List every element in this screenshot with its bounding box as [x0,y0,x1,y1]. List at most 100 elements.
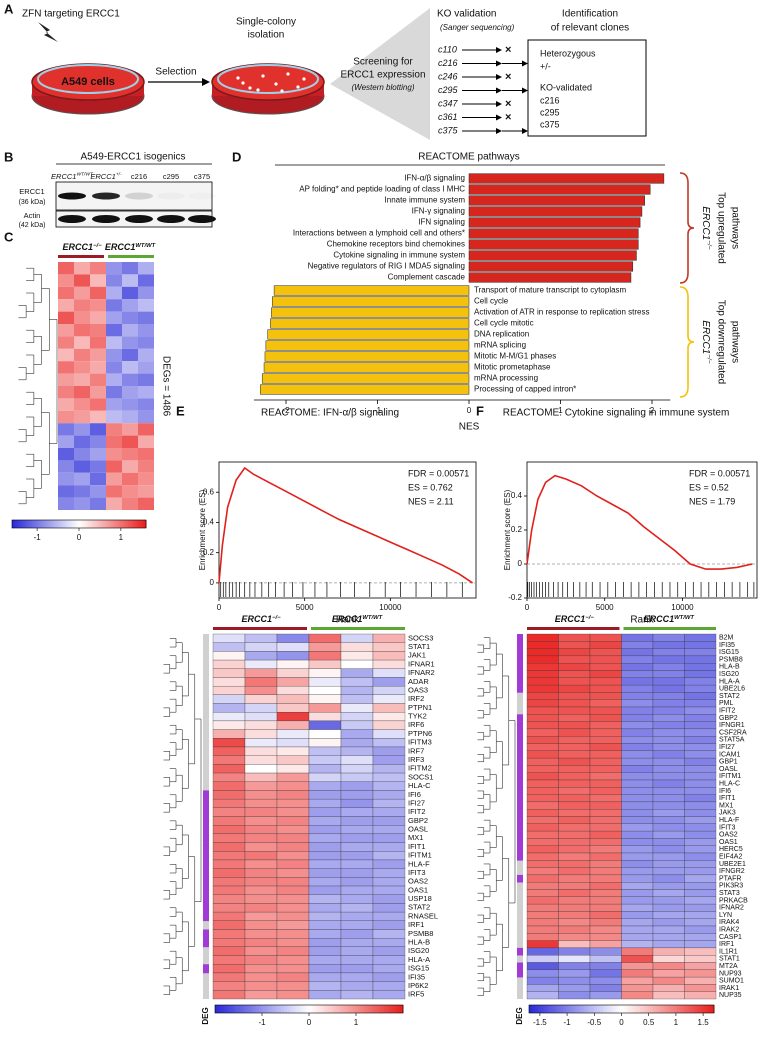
heat-cell [652,641,685,649]
label: JAK1 [408,651,426,660]
colorbar-step [23,520,26,528]
deg-mark [203,859,209,869]
deg-mark [203,790,209,800]
heat-cell [372,885,406,895]
label: IP6K2 [408,981,428,990]
label: TYK2 [408,712,427,721]
heat-cell [244,981,278,991]
colorbar-step [621,1005,626,1013]
deg-mark [203,816,209,826]
colorbar-step [25,520,29,528]
heat-cell [589,677,622,686]
heat-cell [212,955,246,965]
heat-cell [652,699,685,708]
heat-cell [684,896,717,905]
colorbar-step [32,520,35,528]
heat-cell [558,779,591,788]
heat-cell [74,435,90,448]
label: 0.2 [203,548,215,557]
heat-cell [589,903,622,912]
label: OASL [408,825,428,834]
heat-cell [276,816,310,826]
heat-cell [652,955,685,963]
heat-cell [244,877,278,887]
label: HLA-A [719,678,740,685]
heat-cell [652,889,685,897]
heat-cell [58,311,74,324]
heat-cell [90,423,106,436]
heat-cell [244,859,278,869]
colorbar-step [218,1005,222,1013]
heat-cell [308,946,342,956]
label: ISG20 [719,671,739,678]
heat-cell [212,798,246,808]
heat-cell [621,714,654,722]
label: ISG15 [719,649,739,656]
heat-cell [526,962,559,970]
heat-cell [308,668,342,678]
colorbar-step [290,1005,294,1013]
heat-cell [558,750,591,759]
arrowhead [496,60,502,67]
heat-cell [621,757,654,766]
heat-cell [244,755,278,765]
heat-cell [684,991,717,1000]
label: GBP1 [719,759,738,766]
heat-cell [652,728,685,737]
heat-cell [589,765,622,773]
heat-cell [526,969,559,978]
colorbar-step [362,1005,366,1013]
heat-cell [621,648,654,657]
heat-cell [652,903,685,912]
label: MX1 [719,802,734,809]
heat-cell [74,398,90,411]
label: ES = 0.762 [408,482,453,492]
excluded-mark: × [505,98,511,110]
heat-cell [589,933,622,941]
heat-cell [621,765,654,773]
heat-cell [526,670,559,678]
heat-cell [276,929,310,939]
heat-cell [621,991,654,1000]
label: UBE2L6 [719,686,745,693]
colorbar-step [268,1005,272,1013]
superscript: WT/WT [135,242,155,248]
label: JAK3 [719,810,736,817]
heat-cell [652,984,685,992]
colorbar-step [221,1005,225,1013]
bar [468,173,665,184]
colorbar-step [661,1005,666,1013]
heat-cell [621,947,654,956]
band [188,215,216,223]
heat-cell [558,991,591,1000]
label: STAT2 [408,903,430,912]
heat-cell [276,694,310,704]
name: ERCC1 [105,242,136,252]
heat-cell [212,651,246,661]
heat-cell [106,423,122,436]
label: STAT1 [719,956,740,963]
colorbar-step [141,520,145,528]
colorbar-step [277,1005,282,1013]
heat-cell [589,984,622,992]
label: PRKACB [719,897,748,904]
heat-cell [276,903,310,913]
heat-cell [621,670,654,678]
heat-cell [308,694,342,704]
heat-cell [212,894,246,904]
heat-cell [589,845,622,854]
label: (36 kDa) [19,199,46,206]
heat-cell [372,685,406,695]
label: pathways [729,207,740,249]
colorbar-step [399,1005,404,1013]
colony [286,72,290,76]
bar [271,307,470,318]
colorbar-step [90,520,93,528]
heat-cell [652,867,685,876]
heat-cell [558,721,591,730]
heat-cell [684,728,717,737]
heat-cell [138,361,154,374]
deg-mark [203,842,209,852]
heat-cell [684,663,717,671]
colorbar-step [233,1005,238,1013]
